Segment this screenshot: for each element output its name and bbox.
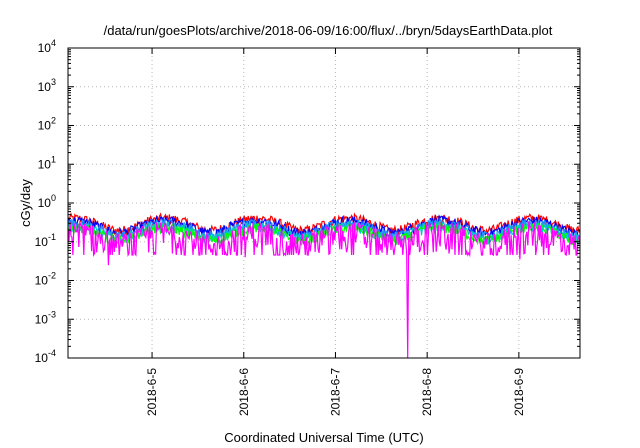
x-tick-label: 2018-6-5 (145, 368, 159, 416)
x-axis-label: Coordinated Universal Time (UTC) (224, 430, 423, 445)
x-tick-label: 2018-6-9 (512, 368, 526, 416)
y-tick-label: 10-2 (35, 271, 56, 288)
y-tick-label: 100 (38, 193, 56, 210)
chart-title: /data/run/goesPlots/archive/2018-06-09/1… (104, 23, 553, 38)
y-axis-label: cGy/day (18, 179, 33, 227)
y-tick-label: 103 (38, 77, 56, 94)
y-tick-label: 10-1 (35, 232, 56, 249)
y-tick-label: 102 (38, 116, 56, 133)
y-tick-label: 10-3 (35, 309, 56, 326)
y-axis: 104 103 102 101 100 10-1 10-2 10-3 10-4 (35, 38, 580, 365)
x-tick-label: 2018-6-6 (237, 368, 251, 416)
series-line (67, 220, 581, 359)
grid-lines (68, 48, 580, 358)
x-tick-label: 2018-6-8 (420, 368, 434, 416)
y-tick-label: 101 (38, 154, 56, 171)
x-tick-label: 2018-6-7 (328, 368, 342, 416)
y-tick-label: 10-4 (35, 348, 56, 365)
y-tick-label: 104 (38, 38, 56, 55)
series-lines (67, 212, 581, 359)
x-axis: 2018-6-5 2018-6-6 2018-6-7 2018-6-8 2018-6-9 (145, 48, 526, 416)
